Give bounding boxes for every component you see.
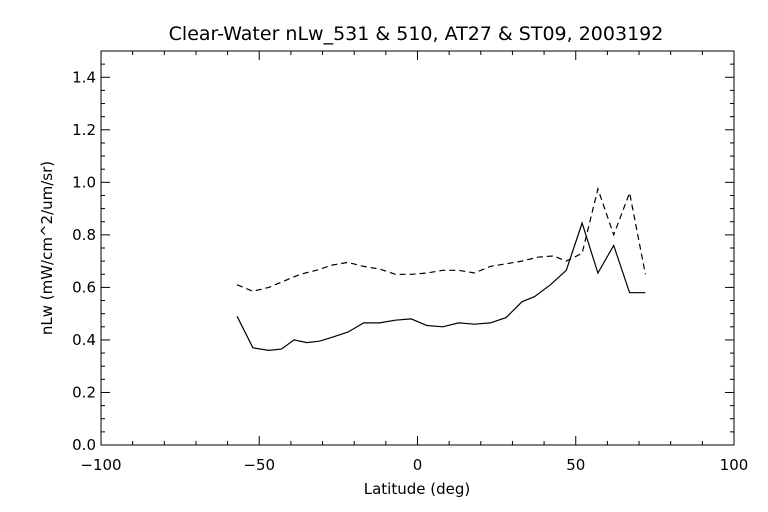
series-line-dashed	[236, 186, 646, 292]
axis-ticks	[100, 50, 735, 446]
y-tick-labels: 0.0 0.2 0.4 0.6 0.8 1.0 1.2 1.4	[72, 68, 96, 454]
y-tick-label: 0.8	[72, 226, 96, 244]
series-line-solid	[236, 221, 646, 352]
x-tick-label: 100	[720, 456, 749, 474]
x-tick-label: −50	[243, 456, 275, 474]
chart-title: Clear-Water nLw_531 & 510, AT27 & ST09, …	[169, 23, 664, 45]
x-axis-label: Latitude (deg)	[364, 480, 470, 498]
y-tick-label: 0.6	[72, 278, 96, 296]
x-tick-label: −100	[80, 456, 121, 474]
plot-frame	[100, 50, 735, 446]
y-tick-label: 0.2	[72, 383, 96, 401]
y-axis-label: nLw (mW/cm^2/um/sr)	[38, 161, 56, 335]
y-tick-label: 1.2	[72, 121, 96, 139]
y-tick-label: 0.0	[72, 436, 96, 454]
y-tick-label: 0.4	[72, 331, 96, 349]
y-tick-label: 1.4	[72, 68, 96, 86]
x-tick-label: 0	[413, 456, 423, 474]
y-tick-label: 1.0	[72, 173, 96, 191]
x-tick-label: 50	[566, 456, 585, 474]
x-tick-labels: −100 −50 0 50 100	[80, 456, 748, 474]
series-layer	[236, 186, 646, 352]
